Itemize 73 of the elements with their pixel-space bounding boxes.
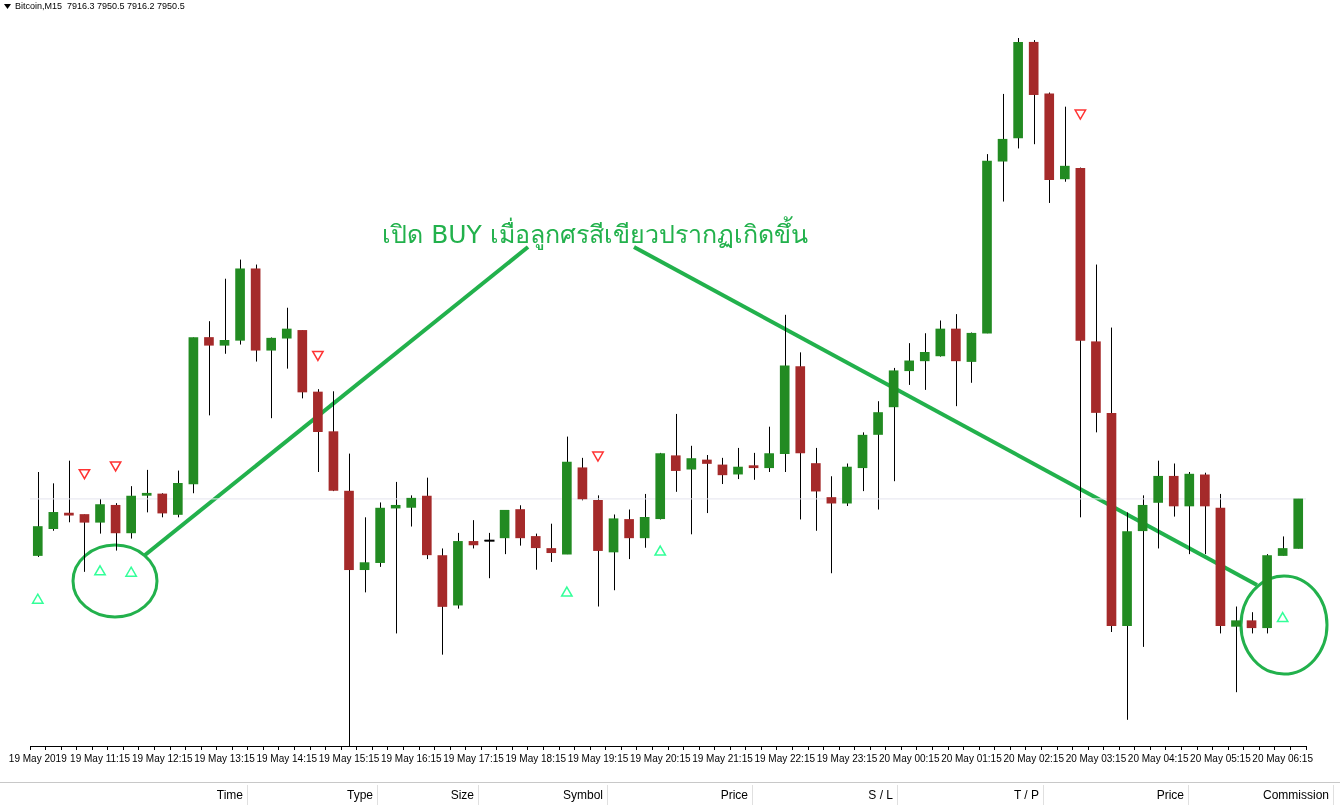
candlestick (639, 493, 650, 549)
text: T / P (1013, 788, 1039, 802)
point (654, 545, 667, 556)
candlestick (266, 336, 277, 419)
candlestick (141, 469, 152, 513)
x-tick-label: 19 May 22:15 (754, 752, 816, 764)
candlestick (733, 447, 743, 480)
candlestick (79, 513, 90, 573)
x-tick-label: 19 May 11:15 (70, 752, 131, 764)
point (31, 593, 44, 604)
candlestick (359, 516, 370, 593)
chart-title: Bitcoin,M15 7916.3 7950.5 7916.2 7950.5 (15, 1, 185, 11)
x-tick-label: 19 May 16:15 (380, 752, 442, 764)
candlestick (702, 454, 712, 514)
point (109, 461, 122, 472)
x-tick-label: 20 May 01:15 (941, 752, 1003, 764)
point (1276, 611, 1289, 623)
candlestick (406, 494, 417, 528)
x-tick-label: 20 May 03:15 (1065, 752, 1127, 764)
x-tick-label: 20 May 02:15 (1003, 752, 1065, 764)
x-tick-label: 19 May 13:15 (194, 752, 256, 764)
point (311, 350, 324, 362)
candlestick (95, 498, 105, 535)
x-tick-label: 19 May 20:15 (629, 752, 691, 764)
candlestick (1231, 606, 1241, 693)
candlestick (670, 413, 681, 493)
text: Size (450, 788, 474, 802)
point (560, 586, 573, 597)
candlestick (624, 509, 634, 560)
x-tick-label: 20 May 05:15 (1190, 752, 1252, 764)
point (125, 566, 138, 577)
candlestick (530, 533, 541, 571)
x-tick-label: 20 May 00:15 (878, 752, 940, 764)
text: Symbol (562, 788, 603, 802)
candlestick (904, 342, 915, 386)
x-tick-label: 19 May 14:15 (256, 752, 318, 764)
text: Price (720, 788, 748, 802)
text: Commission (1262, 788, 1329, 802)
candlestick (873, 400, 883, 511)
point (592, 451, 604, 462)
x-tick-label: 19 May 15:15 (318, 752, 380, 764)
candlestick (483, 532, 496, 579)
text: S / L (868, 788, 893, 802)
x-tick-label: 19 May 2019 (8, 752, 68, 764)
x-tick-label: 19 May 23:15 (816, 752, 878, 764)
candlestick (919, 332, 930, 391)
point (78, 468, 91, 480)
x-tick-label: 19 May 18:15 (505, 752, 567, 764)
candlestick (546, 523, 557, 563)
candlestick (764, 426, 774, 473)
candlestick (1246, 611, 1257, 634)
text: Type (346, 788, 373, 802)
x-tick-label: 19 May 19:15 (567, 752, 629, 764)
x-tick-label: 19 May 12:15 (131, 752, 193, 764)
text: Price (1156, 788, 1184, 802)
x-tick-label: 19 May 21:15 (692, 752, 754, 764)
candlestick (157, 492, 168, 518)
candlestick (1059, 106, 1070, 183)
point (94, 565, 106, 576)
candlestick (219, 278, 230, 355)
candlestick (204, 320, 214, 416)
candlestick (748, 452, 759, 481)
annotation: เปิด BUY เมื่อลูกศรสีเขียวปรากฏเกิดขึ้น (381, 215, 809, 252)
candlestick (686, 445, 697, 535)
candlestick (64, 460, 74, 523)
candlestick (281, 307, 292, 370)
x-tick-label: 20 May 06:15 (1252, 752, 1314, 764)
text: Time (216, 788, 243, 802)
candlestick (1277, 535, 1288, 557)
x-tick-label: 20 May 04:15 (1127, 752, 1189, 764)
candlestick (48, 482, 59, 532)
candlestick (997, 93, 1008, 203)
x-tick-label: 19 May 17:15 (443, 752, 505, 764)
